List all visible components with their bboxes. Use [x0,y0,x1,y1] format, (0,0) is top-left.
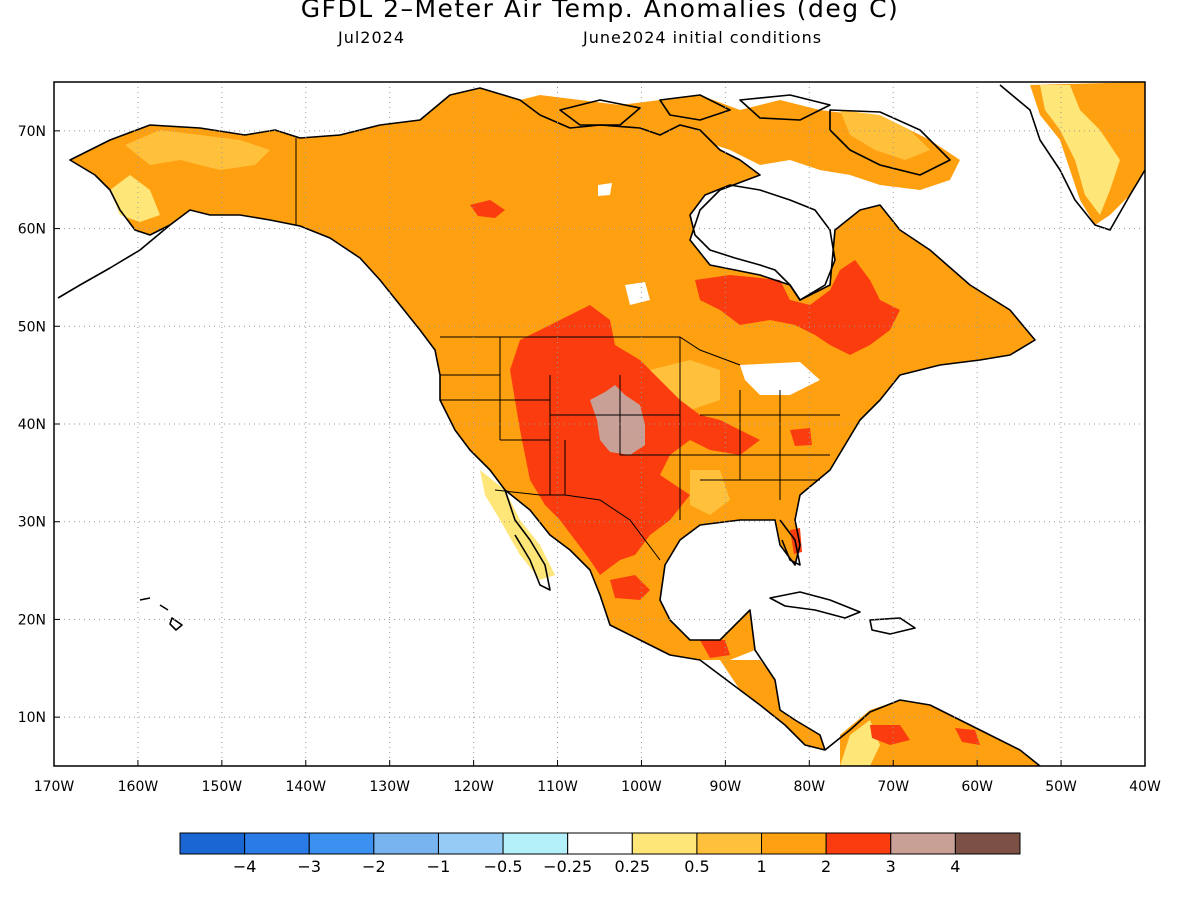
anomaly-region-2-3 [700,640,730,658]
colorbar-label: 3 [886,857,896,876]
latitude-axis: 70N 60N 50N 40N 30N 20N 10N [18,124,60,726]
colorbar-label: 0.5 [684,857,709,876]
coastline-baja [504,489,551,591]
colorbar-swatch [954,832,1021,855]
longitude-label: 60W [961,779,993,795]
latitude-label: 40N [18,417,46,433]
colorbar-swatch [567,832,633,855]
anomaly-region-2-3 [695,260,900,355]
colorbar-swatch [890,832,956,855]
near-zero-fringe [110,175,160,222]
coastline-south-america [824,699,1041,767]
colorbar-swatch [437,832,504,855]
coastline-cuba [769,591,861,619]
coastline-arctic-islands [559,94,951,176]
lake [598,183,612,196]
anomaly-region-2-3 [955,728,980,745]
coastline-north-america [69,87,1036,751]
longitude-label: 70W [877,779,909,795]
lake [740,362,820,395]
longitude-label: 110W [537,779,578,795]
colorbar-label: −3 [297,857,321,876]
border-canada-us [440,336,741,366]
political-borders [295,138,840,561]
colorbar-label: −0.25 [543,857,592,876]
colorbar-label: −0.5 [484,857,523,876]
longitude-label: 90W [710,779,742,795]
latitude-label: 60N [18,222,46,238]
coastline-alaska-peninsula [57,224,171,299]
border-us-mexico [494,489,661,561]
longitude-label: 130W [369,779,410,795]
coastline-greenland [999,84,1146,231]
anomaly-region-2-3 [790,428,812,446]
anomaly-patch-0p5-1 [690,470,730,515]
state-borders [440,337,840,520]
longitude-label: 140W [285,779,326,795]
longitude-label: 50W [1045,779,1077,795]
anomaly-region-2-3 [870,725,910,745]
colorbar-label: 4 [950,857,960,876]
colorbar-swatch [308,832,375,855]
longitude-label: 40W [1129,779,1161,795]
anomaly-region-central-america [720,660,825,750]
colorbar-swatch [373,832,439,855]
colorbar-swatch [244,832,310,855]
colorbar-label: −1 [427,857,451,876]
initial-conditions: June2024 initial conditions [583,28,823,47]
hudson-bay [690,185,835,300]
near-zero-fringe [1040,85,1120,215]
colorbar-label: 2 [821,857,831,876]
coastline-hudson-bay [689,184,836,301]
longitude-label: 170W [34,779,75,795]
colorbar-swatch [502,832,569,855]
lake [625,282,650,305]
latitude-label: 50N [18,319,46,335]
coastline-hispaniola [869,617,916,635]
colorbar-swatch [761,832,827,855]
longitude-label: 100W [621,779,662,795]
coastline-hawaii [139,597,183,631]
forecast-month: Jul2024 [338,28,406,47]
latitude-label: 10N [18,710,46,726]
longitude-label: 160W [118,779,159,795]
colorbar-swatch [825,832,892,855]
colorbar-swatch [631,832,698,855]
colorbar-label: 0.25 [614,857,650,876]
colorbar-label: 1 [756,857,766,876]
anomaly-patch-0p5-1 [125,130,270,170]
longitude-axis: 170W 160W 150W 140W 130W 120W 110W 100W 90W 80W 70… [34,760,1161,795]
longitude-label: 150W [202,779,243,795]
colorbar-swatch [179,832,246,855]
anomaly-fill [70,82,1145,766]
anomaly-region-3-4 [590,385,645,455]
anomaly-region-2-3 [610,575,650,600]
latitude-label: 20N [18,612,46,628]
colorbar: −4 −3 −2 −1 −0.5 −0.25 0.25 0.5 1 2 3 4 [179,832,1021,876]
near-zero-fringe [480,470,555,580]
near-zero-fringe [840,720,880,766]
anomaly-region-2-3 [470,200,505,218]
coastline-florida [779,519,801,566]
anomaly-region-south-america [840,700,1040,766]
latitude-label: 30N [18,515,46,531]
gridlines [54,82,1145,766]
colorbar-swatch [696,832,763,855]
chart-title: GFDL 2–Meter Air Temp. Anomalies (deg C) [300,0,900,23]
coastlines [57,84,1146,767]
longitude-label: 120W [453,779,494,795]
colorbar-label: −2 [362,857,386,876]
longitude-label: 80W [793,779,825,795]
colorbar-label: −4 [233,857,257,876]
anomaly-patch-0p5-1 [840,110,930,160]
latitude-label: 70N [18,124,46,140]
